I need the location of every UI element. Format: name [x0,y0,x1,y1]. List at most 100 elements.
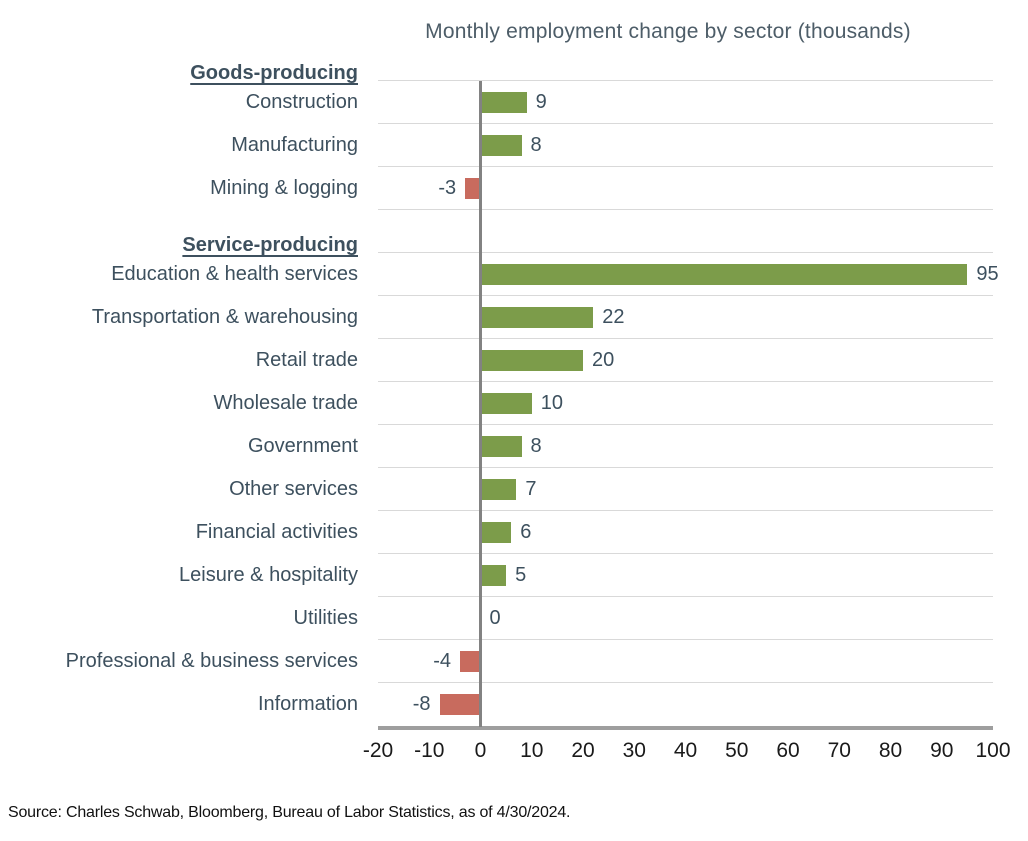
label-text: Retail trade [255,349,358,371]
x-tick-label: 40 [673,739,698,762]
category-row: Construction 9 [0,81,993,124]
chart-title: Monthly employment change by sector (tho… [425,20,911,43]
zero-axis-line [479,253,482,296]
x-tick-label: 10 [520,739,544,762]
positive-bar [480,522,512,543]
label-text: Goods-producing [190,62,358,84]
plot-cell: 6 [378,511,993,554]
plot-cell: 5 [378,554,993,597]
positive-bar [480,264,968,285]
plot-cell: 22 [378,296,993,339]
group-header-label: Service-producing [0,210,378,256]
zero-axis-line [479,597,482,640]
x-axis-line [378,726,993,730]
x-tick-label: 80 [878,739,903,762]
zero-axis-line [479,81,482,124]
category-row: Retail trade 20 [0,339,993,382]
value-label: 7 [525,478,537,500]
value-label: 6 [520,521,532,543]
plot-cell: 9 [378,81,993,124]
value-label: 10 [540,392,563,414]
category-label: Mining & logging [0,167,378,210]
category-label: Transportation & warehousing [0,296,378,339]
label-text: Other services [229,478,358,500]
positive-bar [480,479,517,500]
x-tick-label: 30 [622,739,646,762]
category-label: Wholesale trade [0,382,378,425]
positive-bar [480,436,522,457]
category-row: Other services 7 [0,468,993,511]
category-label: Education & health services [0,253,378,296]
zero-axis-line [479,468,482,511]
value-label: 95 [976,263,999,285]
x-tick-label: 50 [725,739,749,762]
category-label: Utilities [0,597,378,640]
positive-bar [480,135,522,156]
zero-axis-line [479,511,482,554]
label-text: Professional & business services [65,650,358,672]
zero-axis-line [479,296,482,339]
x-tick-label: -10 [414,739,445,762]
group-header-row: Service-producing [0,210,993,256]
x-tick-label: 100 [975,739,1011,762]
label-text: Service-producing [182,234,358,256]
category-label: Manufacturing [0,124,378,167]
label-text: Government [247,435,358,457]
category-label: Leisure & hospitality [0,554,378,597]
zero-axis-line [479,210,482,253]
category-row: Financial activities 6 [0,511,993,554]
positive-bar [480,565,507,586]
x-tick-label: 70 [827,739,851,762]
zero-axis-line [479,339,482,382]
zero-axis-line [479,683,482,727]
category-row: Mining & logging -3 [0,167,993,210]
plot-cell: 95 [378,253,999,296]
group-header-label: Goods-producing [0,38,378,84]
value-label: 0 [489,607,501,629]
source-note: Source: Charles Schwab, Bloomberg, Burea… [8,804,571,821]
zero-axis-line [479,554,482,597]
category-row: Wholesale trade 10 [0,382,993,425]
plot-cell: -8 [378,683,993,727]
label-text: Leisure & hospitality [179,564,358,586]
category-label: Retail trade [0,339,378,382]
label-text: Wholesale trade [213,392,358,414]
label-text: Financial activities [195,521,358,543]
label-text: Transportation & warehousing [91,306,358,328]
category-row: Leisure & hospitality 5 [0,554,993,597]
positive-bar [480,92,527,113]
zero-axis-line [479,425,482,468]
label-text: Education & health services [111,263,358,285]
positive-bar [480,350,583,371]
category-label: Financial activities [0,511,378,554]
label-text: Construction [245,91,358,113]
plot-cell: 7 [378,468,993,511]
label-text: Information [257,693,358,715]
value-label: 8 [530,134,542,156]
chart-rows: Goods-producing Construction 9 Manufacturin… [0,38,999,727]
category-row: Utilities 0 [0,597,993,640]
category-row: Manufacturing 8 [0,124,993,167]
positive-bar [480,393,532,414]
category-row: Information -8 [0,683,993,727]
x-tick-label: 20 [571,739,595,762]
category-row: Professional & business services -4 [0,640,993,683]
category-row: Education & health services 95 [0,253,999,296]
plot-cell: 20 [378,339,993,382]
category-label: Professional & business services [0,640,378,683]
value-label: 8 [530,435,542,457]
plot-cell: 8 [378,425,993,468]
category-row: Government 8 [0,425,993,468]
label-text: Mining & logging [210,177,358,199]
value-label: 22 [602,306,625,328]
category-label: Government [0,425,378,468]
negative-bar [460,651,481,672]
value-label: -8 [412,693,431,715]
value-label: 9 [535,91,547,113]
value-label: 5 [515,564,527,586]
category-label: Other services [0,468,378,511]
zero-axis-line [479,167,482,210]
plot-cell: 8 [378,124,993,167]
value-label: -3 [438,177,457,199]
label-text: Manufacturing [231,134,358,156]
